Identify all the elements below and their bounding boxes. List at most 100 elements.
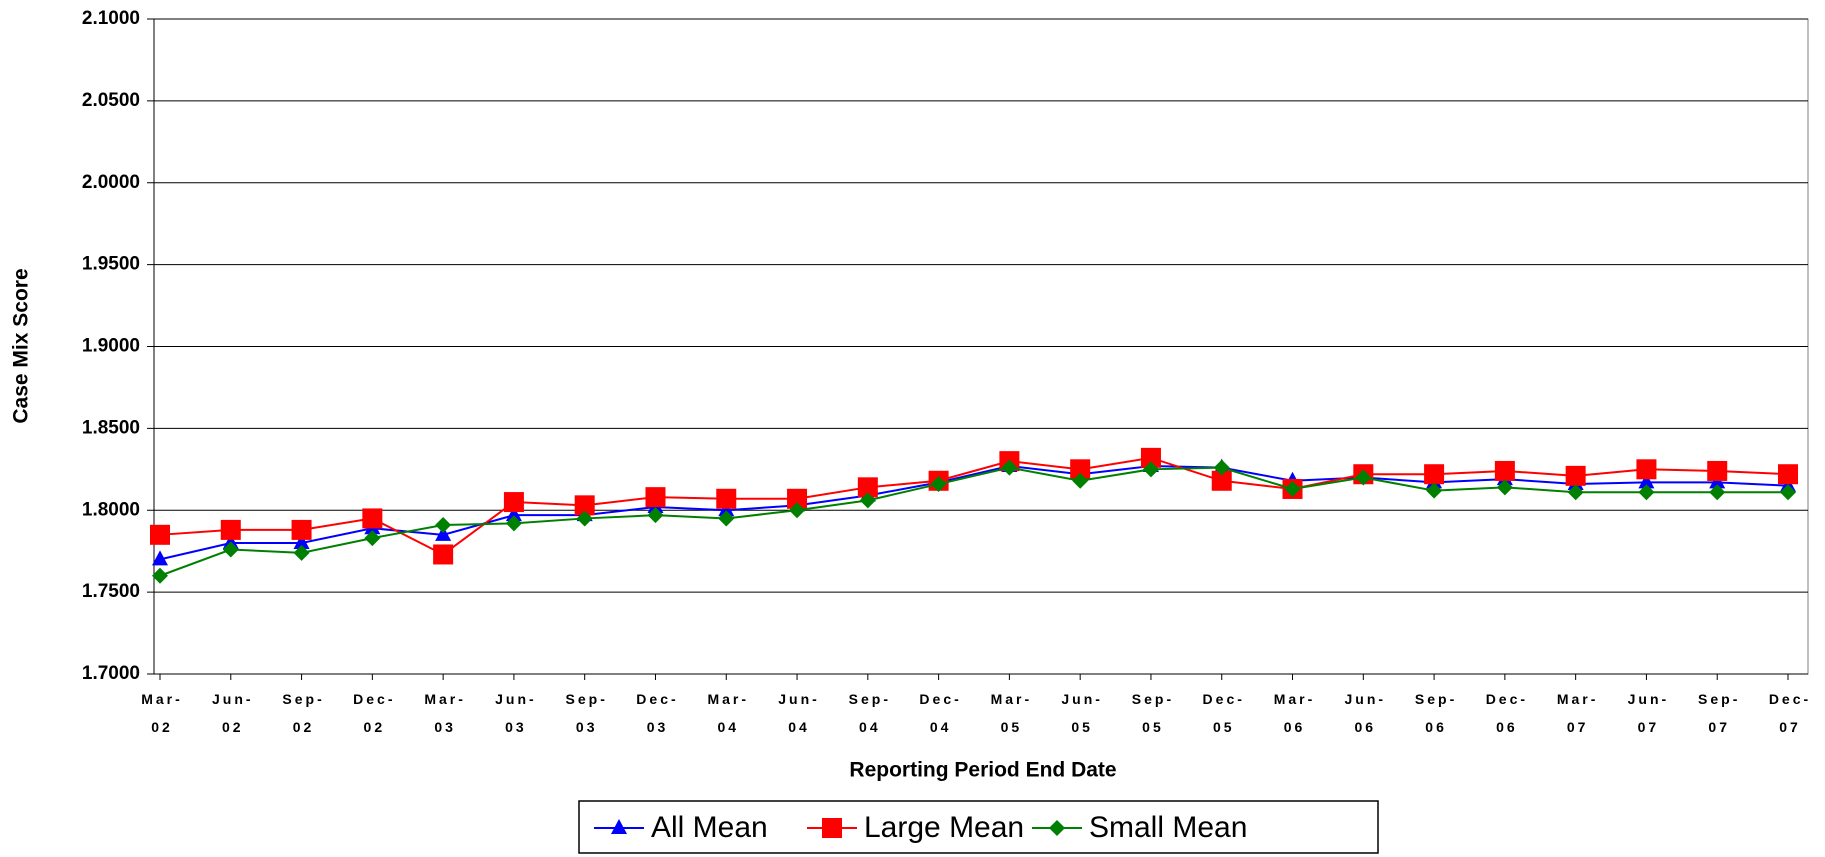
x-tick-label-line: Sep- (1132, 691, 1174, 707)
marker (1070, 459, 1091, 480)
marker (789, 502, 806, 519)
x-tick-label-line: Jun- (1345, 691, 1387, 707)
marker (645, 487, 666, 508)
marker (364, 530, 381, 547)
x-tick-label: Jun- 03 (495, 691, 537, 735)
series-line (159, 466, 1788, 577)
x-tick-label: Jun- 02 (212, 691, 254, 735)
x-tick-label: Sep- 03 (566, 691, 608, 735)
x-tick-label-line: Mar- (424, 691, 466, 707)
x-tick-label: Mar- 05 (991, 691, 1033, 735)
x-tick-label: Jun- 07 (1628, 691, 1670, 735)
marker (435, 525, 452, 541)
marker (576, 510, 593, 527)
marker (1709, 484, 1726, 501)
marker (1780, 484, 1796, 501)
y-tick-label: 2.0500 (82, 90, 140, 111)
marker (222, 534, 239, 549)
x-tick-label-line: 04 (859, 719, 881, 735)
marker (1072, 472, 1089, 489)
marker (150, 524, 170, 545)
x-tick-label: Jun- 04 (778, 691, 820, 735)
x-tick-label-line: Dec- (1203, 691, 1245, 707)
marker (1140, 447, 1161, 468)
x-tick-label: Mar- 06 (1274, 691, 1316, 735)
x-tick-label-line: Mar- (1557, 691, 1599, 707)
marker (222, 541, 239, 558)
x-tick-label: Dec- 04 (919, 691, 961, 735)
marker (1496, 479, 1513, 496)
marker (1426, 482, 1443, 499)
x-tick-label-line: Jun- (212, 691, 254, 707)
marker (1211, 470, 1232, 491)
x-tick-label-line: Jun- (778, 691, 820, 707)
marker (1567, 484, 1584, 501)
series-line (159, 456, 1789, 556)
x-tick-label-line: Jun- (1061, 691, 1103, 707)
x-tick-label-line: Jun- (495, 691, 537, 707)
x-tick-label-line: 07 (1708, 719, 1730, 735)
x-tick-label-line: 02 (151, 719, 173, 735)
y-tick-label: 1.7000 (82, 663, 140, 684)
marker (152, 550, 168, 566)
x-tick-label: Sep- 06 (1415, 691, 1457, 735)
x-tick-label-line: 03 (576, 719, 598, 735)
marker (1355, 469, 1372, 486)
y-tick-label: 2.1000 (82, 8, 140, 29)
marker (435, 516, 452, 533)
marker (857, 477, 878, 498)
y-tick-label: 1.8000 (82, 499, 140, 520)
marker (293, 534, 310, 549)
x-tick-label-line: Dec- (1486, 691, 1528, 707)
x-tick-label-line: Mar- (1274, 691, 1316, 707)
marker (1142, 461, 1159, 478)
marker (574, 495, 595, 516)
x-tick-label: Mar- 04 (707, 691, 749, 735)
x-tick-label: Sep- 02 (282, 691, 324, 735)
marker (718, 510, 735, 527)
series-line (159, 465, 1789, 561)
y-tick-label: 1.9000 (82, 336, 140, 357)
x-tick-label: Jun- 06 (1345, 691, 1387, 735)
marker (822, 818, 842, 838)
x-tick-label-line: 05 (1142, 719, 1164, 735)
marker (1424, 464, 1445, 485)
x-tick-label: Dec- 02 (353, 691, 395, 735)
x-tick-label-line: 06 (1284, 719, 1306, 735)
marker (1565, 465, 1586, 486)
x-tick-label-line: 07 (1638, 719, 1660, 735)
x-tick-label-line: 03 (647, 719, 669, 735)
x-tick-label: Mar- 03 (424, 691, 466, 735)
x-tick-label-line: Dec- (919, 691, 961, 707)
x-tick-label-line: 04 (930, 719, 952, 735)
x-tick-label-line: 04 (717, 719, 739, 735)
marker (1638, 473, 1655, 489)
marker (716, 488, 737, 509)
x-tick-label-line: Dec- (353, 691, 395, 707)
x-tick-label: Sep- 05 (1132, 691, 1174, 735)
x-tick-label-line: Sep- (1698, 691, 1740, 707)
x-tick-label: Mar- 02 (141, 691, 183, 735)
x-tick-label-line: Jun- (1628, 691, 1670, 707)
x-tick-label-line: Sep- (849, 691, 891, 707)
x-tick-label-line: 06 (1425, 719, 1447, 735)
marker (293, 544, 310, 561)
marker (433, 544, 454, 565)
marker (1284, 480, 1301, 497)
marker (859, 492, 876, 509)
x-tick-label-line: 03 (434, 719, 456, 735)
x-tick-label: Mar- 07 (1557, 691, 1599, 735)
legend-label: All Mean (651, 811, 768, 844)
y-tick-label: 2.0000 (82, 172, 140, 193)
x-tick-label-line: 04 (788, 719, 810, 735)
x-tick-label-line: 05 (1213, 719, 1235, 735)
y-tick-label: 1.9500 (82, 254, 140, 275)
x-tick-label-line: 07 (1567, 719, 1589, 735)
marker (787, 488, 808, 509)
marker (220, 519, 241, 540)
marker (1049, 820, 1065, 836)
marker (1494, 460, 1515, 481)
marker (647, 507, 664, 524)
marker (505, 515, 522, 532)
